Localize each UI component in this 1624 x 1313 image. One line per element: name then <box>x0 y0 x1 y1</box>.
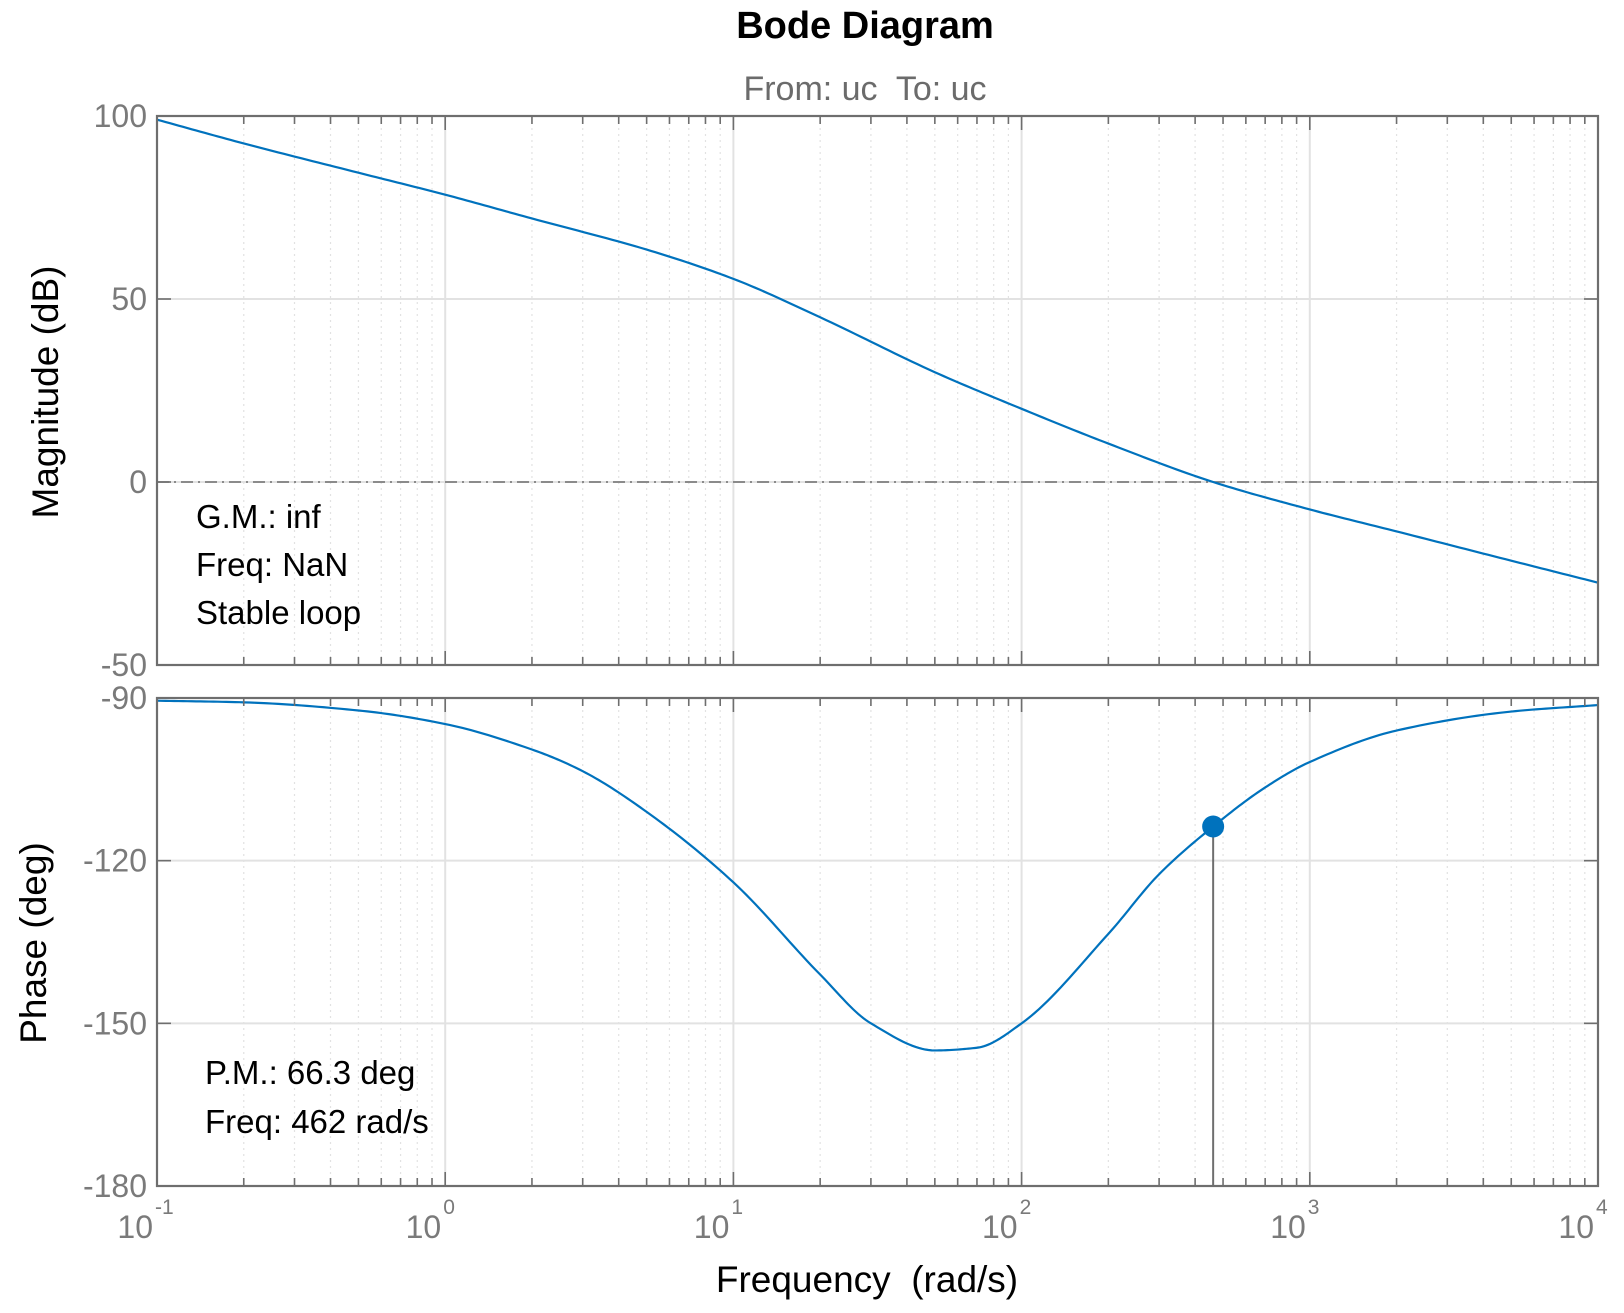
phase-margin-frequency-label: Freq: 462 rad/s <box>205 1103 429 1140</box>
magnitude-axis-label: Magnitude (dB) <box>25 266 66 519</box>
x-tick-label-exponent: -1 <box>155 1196 174 1219</box>
phase-y-tick-labels: -90 -120 -150 -180 <box>83 680 147 1204</box>
x-axis-label: Frequency (rad/s) <box>716 1259 1018 1300</box>
ph-y-tick-label: -150 <box>83 1005 147 1041</box>
phase-plot <box>156 699 1599 1186</box>
ph-axes-box <box>155 696 1600 1188</box>
stability-label: Stable loop <box>196 594 361 631</box>
x-tick-label-exponent: 2 <box>1020 1196 1032 1219</box>
ph-y-tick-label: -120 <box>83 843 147 879</box>
x-tick-label-exponent: 4 <box>1596 1196 1608 1219</box>
magnitude-annotation: G.M.: inf Freq: NaN Stable loop <box>196 498 361 631</box>
x-tick-label-base: 10 <box>406 1209 442 1245</box>
x-tick-label-base: 10 <box>1558 1209 1594 1245</box>
x-tick-label-exponent: 0 <box>443 1196 455 1219</box>
ph-y-tick-label: -90 <box>101 680 147 716</box>
ph-y-tick-label: -180 <box>83 1168 147 1204</box>
phase-margin-label: P.M.: 66.3 deg <box>205 1054 415 1091</box>
mag-y-tick-label: 50 <box>111 281 147 317</box>
chart-title: Bode Diagram <box>736 5 994 47</box>
gain-margin-frequency-label: Freq: NaN <box>196 546 348 583</box>
magnitude-grid <box>156 115 1599 666</box>
mag-y-tick-label: -50 <box>101 647 147 683</box>
mag-curve <box>156 118 1599 584</box>
magnitude-y-tick-labels: 100 50 0 -50 <box>94 98 147 683</box>
x-tick-label-base: 10 <box>117 1209 153 1245</box>
mag-axes-box <box>155 114 1600 667</box>
phase-annotation: P.M.: 66.3 deg Freq: 462 rad/s <box>205 1054 429 1140</box>
magnitude-axes <box>155 114 1600 667</box>
phase-axis-label: Phase (deg) <box>13 842 54 1044</box>
phase-margin-marker <box>1202 815 1225 838</box>
x-tick-label-exponent: 1 <box>731 1196 743 1219</box>
x-tick-label-base: 10 <box>694 1209 730 1245</box>
mag-y-tick-label: 0 <box>129 464 147 500</box>
magnitude-plot <box>156 118 1599 584</box>
x-tick-label-exponent: 3 <box>1308 1196 1320 1219</box>
x-tick-label-base: 10 <box>1270 1209 1306 1245</box>
gain-margin-label: G.M.: inf <box>196 498 322 535</box>
ph-curve <box>156 699 1599 1052</box>
x-tick-label-base: 10 <box>982 1209 1018 1245</box>
phase-axes <box>155 696 1600 1188</box>
mag-y-tick-label: 100 <box>94 98 147 134</box>
chart-subtitle: From: uc To: uc <box>743 70 986 108</box>
